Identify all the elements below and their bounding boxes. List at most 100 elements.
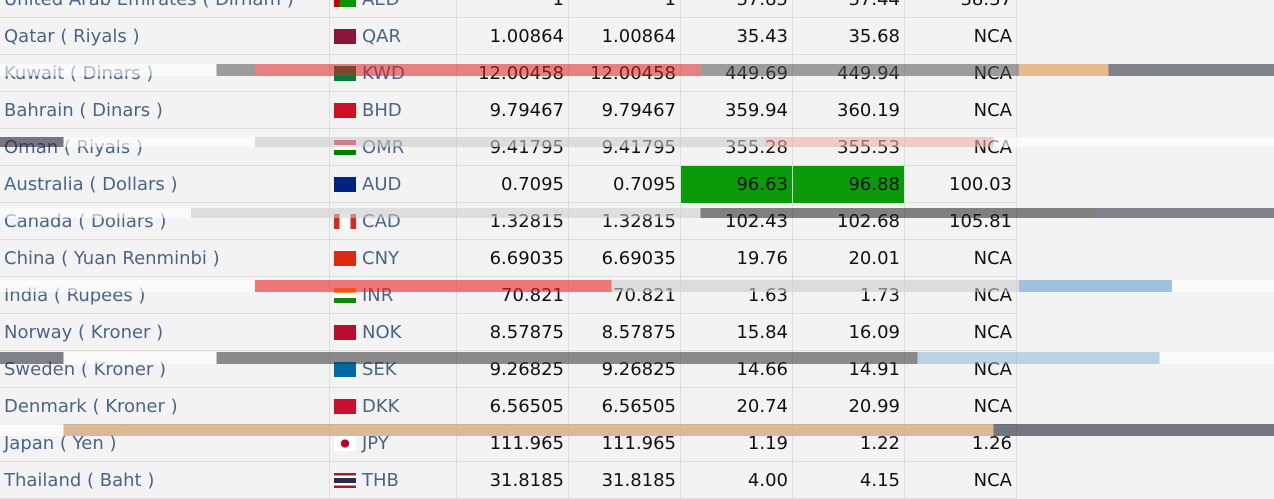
cell-text: BHD bbox=[362, 100, 402, 121]
currency-name[interactable]: Norway ( Kroner ) bbox=[0, 314, 330, 351]
currency-name[interactable]: Sweden ( Kroner ) bbox=[0, 351, 330, 388]
currency-name[interactable]: United Arab Emirates ( Dirham ) bbox=[0, 0, 330, 18]
cell-text: United Arab Emirates ( Dirham ) bbox=[4, 0, 294, 10]
rate-cell: NCA bbox=[905, 240, 1017, 277]
cell-text: NCA bbox=[973, 285, 1012, 306]
rate-cell: 0.7095 bbox=[457, 166, 569, 203]
rate-cell: 111.965 bbox=[569, 425, 681, 462]
cell-text: NCA bbox=[973, 137, 1012, 158]
currency-code: BHD bbox=[330, 92, 457, 129]
rate-cell: 70.821 bbox=[457, 277, 569, 314]
cell-text: 9.41795 bbox=[489, 137, 564, 158]
rate-cell: 449.69 bbox=[681, 55, 793, 92]
rate-cell: 1.00864 bbox=[569, 18, 681, 55]
cell-text: Sweden ( Kroner ) bbox=[4, 359, 167, 380]
rate-cell: 37.85 bbox=[681, 0, 793, 18]
table-row: Norway ( Kroner ) NOK 8.57875 8.57875 15.84 1… bbox=[0, 314, 1017, 351]
table-row: India ( Rupees ) INR 70.821 70.821 1.63 1.73 N… bbox=[0, 277, 1017, 314]
cell-text: 16.09 bbox=[848, 322, 900, 343]
currency-code: AED bbox=[330, 0, 457, 18]
cell-text: 1.00864 bbox=[489, 26, 564, 47]
table-row: Australia ( Dollars ) AUD 0.7095 0.7095 96.6… bbox=[0, 166, 1017, 203]
cell-text: 111.965 bbox=[601, 433, 676, 454]
cell-text: 100.03 bbox=[949, 174, 1012, 195]
cell-text: Norway ( Kroner ) bbox=[4, 322, 164, 343]
currency-name[interactable]: Canada ( Dollars ) bbox=[0, 203, 330, 240]
rate-cell: 70.821 bbox=[569, 277, 681, 314]
rate-cell: 6.69035 bbox=[457, 240, 569, 277]
cell-text: 449.69 bbox=[725, 63, 788, 84]
rate-cell: 1.00864 bbox=[457, 18, 569, 55]
currency-code: OMR bbox=[330, 129, 457, 166]
cell-text: Bahrain ( Dinars ) bbox=[4, 100, 163, 121]
currency-name[interactable]: China ( Yuan Renminbi ) bbox=[0, 240, 330, 277]
cell-text: JPY bbox=[362, 433, 389, 454]
cell-text: 96.88 bbox=[848, 174, 900, 195]
rate-cell: 31.8185 bbox=[569, 462, 681, 499]
cell-text: Denmark ( Kroner ) bbox=[4, 396, 178, 417]
cell-text: 6.69035 bbox=[489, 248, 564, 269]
currency-name[interactable]: Qatar ( Riyals ) bbox=[0, 18, 330, 55]
cell-text: 96.63 bbox=[736, 174, 788, 195]
cell-text: 111.965 bbox=[489, 433, 564, 454]
rate-cell: 15.84 bbox=[681, 314, 793, 351]
rate-cell: NCA bbox=[905, 129, 1017, 166]
cell-text: 70.821 bbox=[501, 285, 564, 306]
cell-text: Australia ( Dollars ) bbox=[4, 174, 178, 195]
rate-cell: 6.69035 bbox=[569, 240, 681, 277]
cell-text: Oman ( Riyals ) bbox=[4, 137, 143, 158]
flag-icon bbox=[334, 288, 356, 303]
cell-text: NCA bbox=[973, 322, 1012, 343]
currency-code: CAD bbox=[330, 203, 457, 240]
cell-text: 8.57875 bbox=[489, 322, 564, 343]
rate-cell: 9.26825 bbox=[457, 351, 569, 388]
currency-name[interactable]: Thailand ( Baht ) bbox=[0, 462, 330, 499]
rate-cell: 355.28 bbox=[681, 129, 793, 166]
rate-cell: 35.68 bbox=[793, 18, 905, 55]
cell-text: KWD bbox=[362, 63, 405, 84]
cell-text: 6.56505 bbox=[489, 396, 564, 417]
flag-icon bbox=[334, 214, 356, 229]
cell-text: Canada ( Dollars ) bbox=[4, 211, 167, 232]
currency-name[interactable]: Australia ( Dollars ) bbox=[0, 166, 330, 203]
currency-code: INR bbox=[330, 277, 457, 314]
cell-text: 0.7095 bbox=[613, 174, 676, 195]
currency-name[interactable]: Denmark ( Kroner ) bbox=[0, 388, 330, 425]
cell-text: 1 bbox=[665, 0, 676, 10]
cell-text: 355.53 bbox=[837, 137, 900, 158]
currency-name[interactable]: Kuwait ( Dinars ) bbox=[0, 55, 330, 92]
table-row: Denmark ( Kroner ) DKK 6.56505 6.56505 20.74… bbox=[0, 388, 1017, 425]
rate-cell: 1.73 bbox=[793, 277, 905, 314]
currency-name[interactable]: Bahrain ( Dinars ) bbox=[0, 92, 330, 129]
rate-cell: 1.32815 bbox=[457, 203, 569, 240]
cell-text: NOK bbox=[362, 322, 402, 343]
currency-code: QAR bbox=[330, 18, 457, 55]
currency-name[interactable]: Japan ( Yen ) bbox=[0, 425, 330, 462]
currency-code: AUD bbox=[330, 166, 457, 203]
cell-text: 20.74 bbox=[736, 396, 788, 417]
cell-text: NCA bbox=[973, 100, 1012, 121]
cell-text: CAD bbox=[362, 211, 401, 232]
currency-name[interactable]: Oman ( Riyals ) bbox=[0, 129, 330, 166]
cell-text: NCA bbox=[973, 470, 1012, 491]
table-row: China ( Yuan Renminbi ) CNY 6.69035 6.69035… bbox=[0, 240, 1017, 277]
rate-cell: NCA bbox=[905, 18, 1017, 55]
cell-text: Japan ( Yen ) bbox=[4, 433, 117, 454]
cell-text: 19.76 bbox=[736, 248, 788, 269]
rate-cell: 1.19 bbox=[681, 425, 793, 462]
cell-text: 360.19 bbox=[837, 100, 900, 121]
cell-text: 1.22 bbox=[859, 433, 900, 454]
flag-icon bbox=[334, 436, 356, 451]
cell-text: 1.00864 bbox=[601, 26, 676, 47]
cell-text: Kuwait ( Dinars ) bbox=[4, 63, 154, 84]
cell-text: 4.00 bbox=[747, 470, 788, 491]
cell-text: 15.84 bbox=[736, 322, 788, 343]
cell-text: 102.68 bbox=[837, 211, 900, 232]
currency-name[interactable]: India ( Rupees ) bbox=[0, 277, 330, 314]
cell-text: 449.94 bbox=[837, 63, 900, 84]
cell-text: China ( Yuan Renminbi ) bbox=[4, 248, 220, 269]
cell-text: 14.66 bbox=[736, 359, 788, 380]
table-row: Kuwait ( Dinars ) KWD 12.00458 12.00458 449.… bbox=[0, 55, 1017, 92]
cell-text: 70.821 bbox=[613, 285, 676, 306]
